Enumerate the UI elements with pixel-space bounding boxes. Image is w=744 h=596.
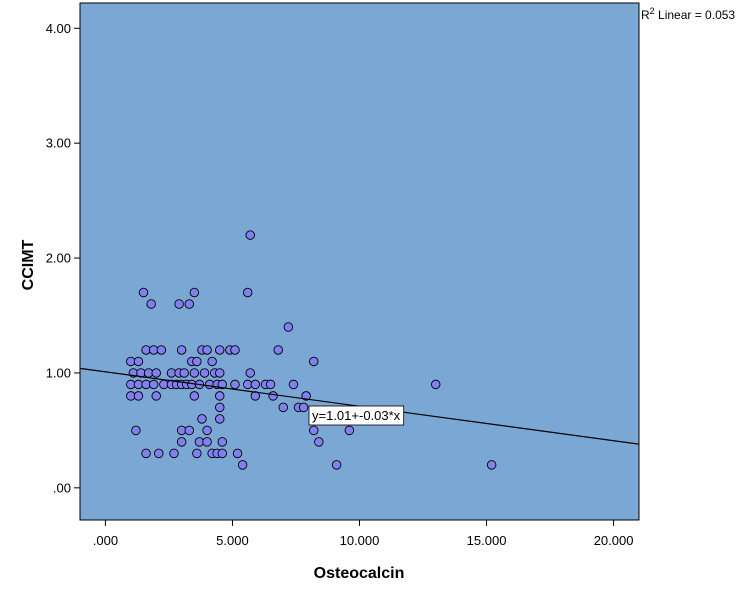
data-point [174,299,184,309]
data-point [230,345,240,355]
y-axis: .00 1.00 2.00 3.00 4.00 [46,21,80,495]
y-tick-label: 4.00 [46,21,71,36]
x-axis: .000 5.000 10.000 15.000 20.000 [93,520,634,548]
data-point [430,379,441,390]
data-point [283,322,294,332]
data-point [245,368,255,378]
data-point [314,437,324,447]
data-point [189,287,200,298]
y-axis-title: CCIMT [20,239,37,290]
equation-label: y=1.01+-0.03*x [312,408,401,423]
data-point [184,425,195,436]
data-point [250,379,261,390]
data-point [197,414,207,424]
equation-label-box: y=1.01+-0.03*x [308,405,405,426]
data-point [273,345,283,355]
data-point [202,437,212,447]
data-point [265,379,276,390]
data-point [331,460,342,470]
data-point [344,425,355,436]
x-axis-title: Osteocalcin [314,565,405,582]
data-point [214,414,225,424]
data-point [169,448,179,459]
data-point [309,356,319,367]
data-point [268,391,278,401]
r2-prefix: R [641,8,650,22]
data-point [217,437,228,447]
data-point [189,391,200,401]
data-point [179,368,189,378]
data-point [237,460,248,470]
data-point [301,391,311,401]
data-point [242,287,253,298]
data-point [230,379,240,390]
x-tick-label: 20.000 [594,533,634,548]
data-point [133,356,144,367]
data-point [138,287,149,298]
data-point [202,425,212,436]
data-point [141,448,151,459]
data-point [214,402,225,413]
data-point [146,299,156,309]
data-point [214,345,225,355]
data-point [298,402,309,413]
y-tick-label: .00 [53,480,71,495]
y-tick-label: 1.00 [46,365,71,380]
data-point [148,379,159,390]
data-point [202,345,212,355]
data-point [192,448,202,459]
data-point [207,356,217,367]
data-point [214,368,225,378]
r2-text: Linear = 0.053 [655,8,736,22]
data-point [214,391,225,401]
plot-area [79,2,640,521]
data-point [176,345,187,355]
data-point [151,368,161,378]
data-point [217,448,228,459]
data-point [309,425,319,436]
y-tick-label: 2.00 [46,251,71,266]
data-point [278,402,289,413]
data-point [486,460,497,470]
data-point [288,379,299,390]
x-tick-label: 15.000 [467,533,507,548]
data-point [199,368,210,378]
data-point [131,425,141,436]
data-point [133,391,144,401]
data-point [192,356,202,367]
data-point [189,368,200,378]
data-point [245,230,255,240]
x-tick-label: 10.000 [340,533,380,548]
data-point [184,299,195,309]
data-point [217,379,228,390]
y-tick-label: 3.00 [46,136,71,151]
x-tick-label: 5.000 [216,533,249,548]
data-point [232,448,243,459]
data-point [176,437,187,447]
r2-label: R2 Linear = 0.053 [641,6,735,22]
data-point [151,391,161,401]
r2-superscript: 2 [650,6,655,16]
data-points [126,230,497,470]
data-point [154,448,164,459]
data-point [156,345,167,355]
x-tick-label: .000 [93,533,118,548]
